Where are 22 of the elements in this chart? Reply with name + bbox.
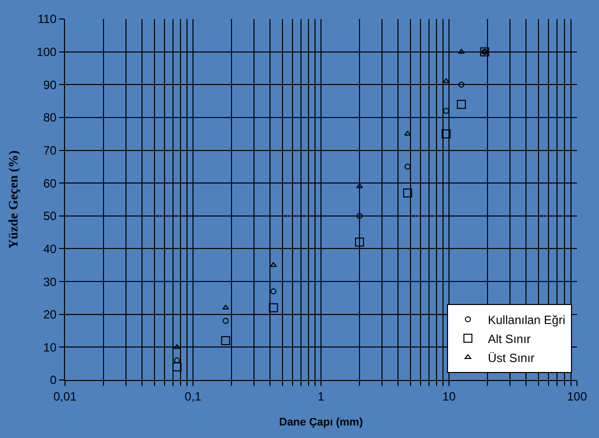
- y-tick-label: 110: [37, 12, 57, 26]
- legend-label: Alt Sınır: [488, 332, 531, 346]
- y-tick-label: 20: [43, 308, 57, 322]
- y-tick-label: 70: [43, 143, 57, 158]
- y-tick-label: 10: [43, 340, 57, 354]
- x-tick-label: 0,01: [53, 389, 77, 404]
- x-tick-label: 0,1: [184, 389, 202, 404]
- x-axis-title: Dane Çapı (mm): [279, 416, 364, 429]
- y-tick-label: 80: [43, 110, 57, 125]
- y-tick-label: 90: [43, 78, 57, 92]
- y-tick-label: 60: [43, 176, 57, 190]
- x-tick-label: 100: [566, 389, 588, 404]
- y-tick-label: 50: [43, 209, 57, 224]
- y-tick-label: 100: [36, 45, 57, 60]
- y-tick-label: 30: [43, 274, 57, 289]
- legend-label: Üst Sınır: [488, 350, 535, 365]
- x-tick-label: 1: [318, 389, 325, 404]
- legend-label: Kullanılan Eğri: [488, 312, 566, 327]
- y-tick-label: 0: [50, 373, 57, 388]
- y-tick-label: 40: [43, 242, 57, 256]
- y-axis-title: Yüzde Geçen (%): [6, 150, 21, 249]
- x-tick-label: 10: [442, 389, 456, 404]
